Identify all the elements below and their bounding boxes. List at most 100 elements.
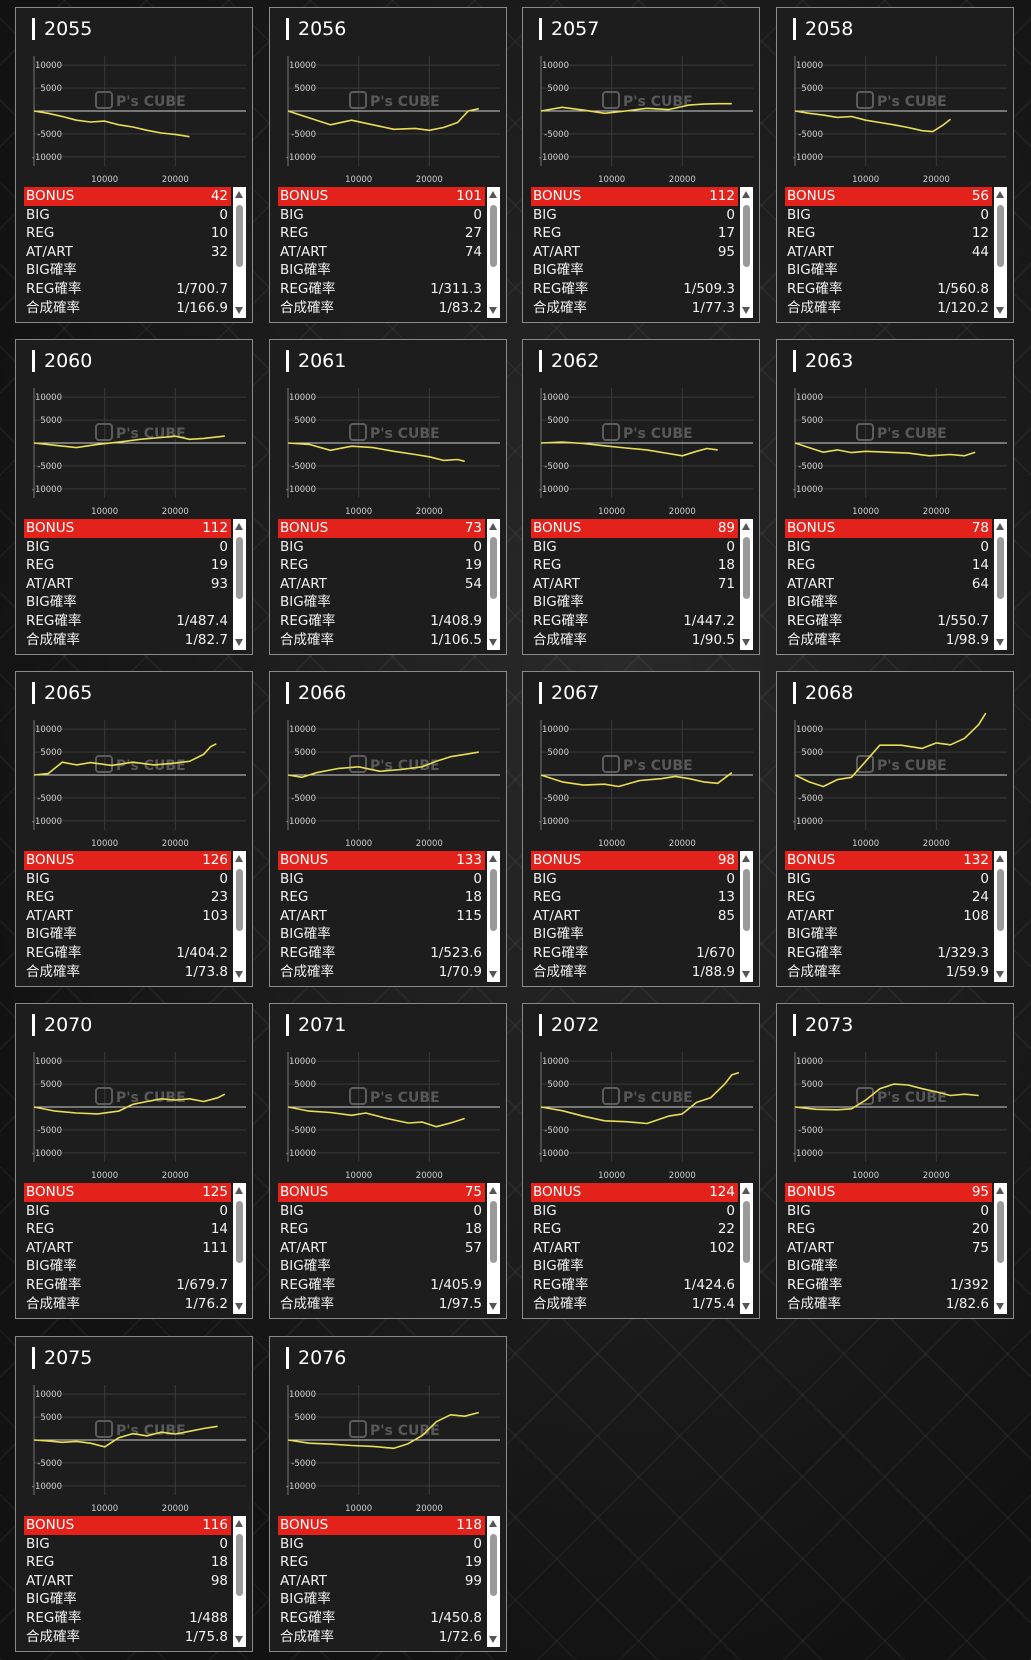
scroll-up-arrow-icon[interactable] bbox=[489, 1520, 497, 1527]
machine-card-2055[interactable]: 2055 10000 5000 -5000 -10000 10000 20000 P's C… bbox=[15, 7, 253, 323]
scroll-up-arrow-icon[interactable] bbox=[742, 855, 750, 862]
scroll-down-arrow-icon[interactable] bbox=[489, 307, 497, 314]
scroll-down-arrow-icon[interactable] bbox=[235, 971, 243, 978]
stats-scrollbar[interactable] bbox=[487, 1183, 500, 1314]
scroll-up-arrow-icon[interactable] bbox=[489, 1187, 497, 1194]
stats-scrollbar[interactable] bbox=[233, 851, 246, 982]
stats-scrollbar[interactable] bbox=[233, 1183, 246, 1314]
scroll-thumb[interactable] bbox=[490, 537, 497, 599]
scroll-down-arrow-icon[interactable] bbox=[742, 971, 750, 978]
machine-card-2071[interactable]: 2071 10000 5000 -5000 -10000 10000 20000 P's C… bbox=[269, 1003, 507, 1319]
scroll-up-arrow-icon[interactable] bbox=[235, 1520, 243, 1527]
scroll-up-arrow-icon[interactable] bbox=[996, 1187, 1004, 1194]
scroll-thumb[interactable] bbox=[490, 205, 497, 267]
scroll-thumb[interactable] bbox=[490, 1534, 497, 1596]
stats-scrollbar[interactable] bbox=[994, 519, 1007, 650]
stats-scrollbar[interactable] bbox=[740, 519, 753, 650]
scroll-up-arrow-icon[interactable] bbox=[235, 191, 243, 198]
machine-card-2060[interactable]: 2060 10000 5000 -5000 -10000 10000 20000 P's C… bbox=[15, 339, 253, 655]
stats-scrollbar[interactable] bbox=[487, 519, 500, 650]
stats-scrollbar[interactable] bbox=[487, 187, 500, 318]
scroll-thumb[interactable] bbox=[997, 869, 1004, 931]
stats-scrollbar[interactable] bbox=[233, 1516, 246, 1647]
machine-card-2073[interactable]: 2073 10000 5000 -5000 -10000 10000 20000 P's C… bbox=[776, 1003, 1014, 1319]
scroll-down-arrow-icon[interactable] bbox=[489, 639, 497, 646]
machine-card-2065[interactable]: 2065 10000 5000 -5000 -10000 10000 20000 P's C… bbox=[15, 671, 253, 987]
scroll-down-arrow-icon[interactable] bbox=[235, 1636, 243, 1643]
scroll-up-arrow-icon[interactable] bbox=[742, 523, 750, 530]
scroll-thumb[interactable] bbox=[236, 1534, 243, 1596]
scroll-thumb[interactable] bbox=[490, 1201, 497, 1263]
scroll-up-arrow-icon[interactable] bbox=[235, 855, 243, 862]
machine-card-2070[interactable]: 2070 10000 5000 -5000 -10000 10000 20000 P's C… bbox=[15, 1003, 253, 1319]
stats-scrollbar[interactable] bbox=[740, 1183, 753, 1314]
machine-card-2076[interactable]: 2076 10000 5000 -5000 -10000 10000 20000 P's C… bbox=[269, 1336, 507, 1652]
stats-scrollbar[interactable] bbox=[740, 851, 753, 982]
scroll-thumb[interactable] bbox=[997, 205, 1004, 267]
total-rate-label: 合成確率 bbox=[280, 1628, 334, 1645]
scroll-down-arrow-icon[interactable] bbox=[996, 1303, 1004, 1310]
x-tick-label: 20000 bbox=[923, 1171, 950, 1181]
scroll-thumb[interactable] bbox=[743, 869, 750, 931]
bonus-row: BONUS 101 bbox=[278, 187, 485, 206]
machine-number: 2061 bbox=[286, 350, 346, 372]
scroll-thumb[interactable] bbox=[743, 537, 750, 599]
stats-scrollbar[interactable] bbox=[994, 1183, 1007, 1314]
stats-scrollbar[interactable] bbox=[233, 519, 246, 650]
scroll-up-arrow-icon[interactable] bbox=[235, 523, 243, 530]
stats-scrollbar[interactable] bbox=[994, 851, 1007, 982]
scroll-up-arrow-icon[interactable] bbox=[489, 855, 497, 862]
machine-card-2057[interactable]: 2057 10000 5000 -5000 -10000 10000 20000 P's C… bbox=[522, 7, 760, 323]
machine-card-2067[interactable]: 2067 10000 5000 -5000 -10000 10000 20000 P's C… bbox=[522, 671, 760, 987]
big-count: 0 bbox=[219, 870, 228, 887]
machine-card-2056[interactable]: 2056 10000 5000 -5000 -10000 10000 20000 P's C… bbox=[269, 7, 507, 323]
stats-scrollbar[interactable] bbox=[233, 187, 246, 318]
scroll-thumb[interactable] bbox=[490, 869, 497, 931]
scroll-thumb[interactable] bbox=[236, 869, 243, 931]
stats-scrollbar[interactable] bbox=[487, 851, 500, 982]
total-rate-label: 合成確率 bbox=[280, 631, 334, 648]
scroll-up-arrow-icon[interactable] bbox=[996, 523, 1004, 530]
scroll-thumb[interactable] bbox=[743, 1201, 750, 1263]
scroll-up-arrow-icon[interactable] bbox=[996, 191, 1004, 198]
scroll-up-arrow-icon[interactable] bbox=[489, 523, 497, 530]
scroll-up-arrow-icon[interactable] bbox=[742, 191, 750, 198]
machine-card-2068[interactable]: 2068 10000 5000 -5000 -10000 10000 20000 P's C… bbox=[776, 671, 1014, 987]
machine-card-2075[interactable]: 2075 10000 5000 -5000 -10000 10000 20000 P's C… bbox=[15, 1336, 253, 1652]
machine-card-2058[interactable]: 2058 10000 5000 -5000 -10000 10000 20000 P's C… bbox=[776, 7, 1014, 323]
machine-card-2072[interactable]: 2072 10000 5000 -5000 -10000 10000 20000 P's C… bbox=[522, 1003, 760, 1319]
scroll-down-arrow-icon[interactable] bbox=[742, 1303, 750, 1310]
scroll-up-arrow-icon[interactable] bbox=[742, 1187, 750, 1194]
stats-scrollbar[interactable] bbox=[487, 1516, 500, 1647]
scroll-thumb[interactable] bbox=[236, 1201, 243, 1263]
machine-card-2066[interactable]: 2066 10000 5000 -5000 -10000 10000 20000 P's C… bbox=[269, 671, 507, 987]
stats-scrollbar[interactable] bbox=[740, 187, 753, 318]
scroll-down-arrow-icon[interactable] bbox=[996, 971, 1004, 978]
scroll-up-arrow-icon[interactable] bbox=[235, 1187, 243, 1194]
scroll-thumb[interactable] bbox=[997, 1201, 1004, 1263]
machine-card-2063[interactable]: 2063 10000 5000 -5000 -10000 10000 20000 P's C… bbox=[776, 339, 1014, 655]
reg-label: REG bbox=[26, 1221, 55, 1238]
scroll-thumb[interactable] bbox=[236, 205, 243, 267]
scroll-down-arrow-icon[interactable] bbox=[996, 307, 1004, 314]
scroll-down-arrow-icon[interactable] bbox=[235, 639, 243, 646]
scroll-down-arrow-icon[interactable] bbox=[489, 1636, 497, 1643]
scroll-down-arrow-icon[interactable] bbox=[742, 307, 750, 314]
machine-card-2062[interactable]: 2062 10000 5000 -5000 -10000 10000 20000 P's C… bbox=[522, 339, 760, 655]
scroll-up-arrow-icon[interactable] bbox=[996, 855, 1004, 862]
scroll-down-arrow-icon[interactable] bbox=[235, 307, 243, 314]
scroll-up-arrow-icon[interactable] bbox=[489, 191, 497, 198]
scroll-thumb[interactable] bbox=[236, 537, 243, 599]
scroll-down-arrow-icon[interactable] bbox=[742, 639, 750, 646]
machine-card-2061[interactable]: 2061 10000 5000 -5000 -10000 10000 20000 P's C… bbox=[269, 339, 507, 655]
scroll-down-arrow-icon[interactable] bbox=[996, 639, 1004, 646]
stats-scrollbar[interactable] bbox=[994, 187, 1007, 318]
scroll-down-arrow-icon[interactable] bbox=[235, 1303, 243, 1310]
scroll-down-arrow-icon[interactable] bbox=[489, 1303, 497, 1310]
scroll-thumb[interactable] bbox=[743, 205, 750, 267]
x-tick-label: 10000 bbox=[345, 1171, 372, 1181]
scroll-down-arrow-icon[interactable] bbox=[489, 971, 497, 978]
y-tick-label: -5000 bbox=[291, 130, 316, 140]
reg-row: REG 18 bbox=[531, 556, 738, 575]
scroll-thumb[interactable] bbox=[997, 537, 1004, 599]
